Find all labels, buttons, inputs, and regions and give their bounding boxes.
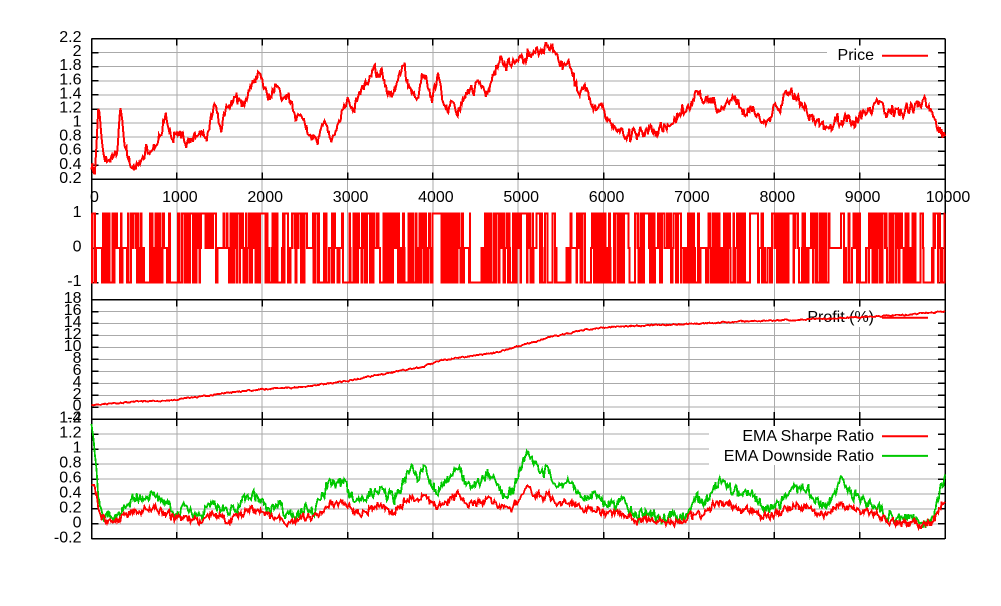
svg-text:0.8: 0.8 bbox=[59, 455, 81, 472]
svg-text:18: 18 bbox=[64, 290, 82, 307]
svg-text:16: 16 bbox=[64, 302, 82, 319]
svg-text:1.2: 1.2 bbox=[59, 99, 81, 116]
svg-text:-1: -1 bbox=[67, 273, 81, 290]
svg-text:1.8: 1.8 bbox=[59, 57, 81, 74]
svg-text:14: 14 bbox=[64, 314, 82, 331]
svg-text:1: 1 bbox=[73, 114, 82, 131]
svg-text:1.4: 1.4 bbox=[59, 410, 81, 427]
svg-text:0: 0 bbox=[73, 514, 82, 531]
svg-text:7000: 7000 bbox=[674, 189, 710, 206]
svg-text:10000: 10000 bbox=[926, 189, 971, 206]
svg-text:1.2: 1.2 bbox=[59, 425, 81, 442]
svg-text:8: 8 bbox=[73, 350, 82, 367]
svg-text:0: 0 bbox=[90, 189, 99, 206]
svg-text:1: 1 bbox=[73, 440, 82, 457]
svg-text:8000: 8000 bbox=[760, 189, 796, 206]
svg-text:2: 2 bbox=[73, 386, 82, 403]
svg-text:EMA Sharpe Ratio: EMA Sharpe Ratio bbox=[742, 428, 874, 445]
svg-text:0.8: 0.8 bbox=[59, 128, 81, 145]
svg-text:0.4: 0.4 bbox=[59, 156, 81, 173]
svg-text:-2: -2 bbox=[67, 410, 81, 427]
svg-text:2: 2 bbox=[73, 43, 82, 60]
svg-text:0.6: 0.6 bbox=[59, 142, 81, 159]
svg-text:3000: 3000 bbox=[333, 189, 369, 206]
svg-text:0.6: 0.6 bbox=[59, 470, 81, 487]
svg-text:6: 6 bbox=[73, 362, 82, 379]
svg-text:2000: 2000 bbox=[247, 189, 283, 206]
svg-text:EMA Downside Ratio: EMA Downside Ratio bbox=[724, 448, 874, 465]
svg-text:4: 4 bbox=[73, 374, 82, 391]
svg-text:12: 12 bbox=[64, 326, 82, 343]
svg-text:0.4: 0.4 bbox=[59, 484, 81, 501]
svg-text:9000: 9000 bbox=[845, 189, 881, 206]
svg-text:0: 0 bbox=[73, 239, 82, 256]
svg-text:2.2: 2.2 bbox=[59, 29, 81, 46]
svg-text:0.2: 0.2 bbox=[59, 499, 81, 516]
svg-text:0.2: 0.2 bbox=[59, 170, 81, 187]
svg-text:1.6: 1.6 bbox=[59, 71, 81, 88]
svg-text:-0.2: -0.2 bbox=[54, 529, 82, 546]
svg-text:10: 10 bbox=[64, 338, 82, 355]
svg-text:6000: 6000 bbox=[589, 189, 625, 206]
svg-text:4000: 4000 bbox=[418, 189, 454, 206]
svg-text:5000: 5000 bbox=[503, 189, 539, 206]
svg-text:Price: Price bbox=[838, 47, 875, 64]
svg-text:0: 0 bbox=[73, 398, 82, 415]
svg-text:1.4: 1.4 bbox=[59, 85, 81, 102]
svg-text:1000: 1000 bbox=[162, 189, 198, 206]
svg-text:1: 1 bbox=[73, 204, 82, 221]
